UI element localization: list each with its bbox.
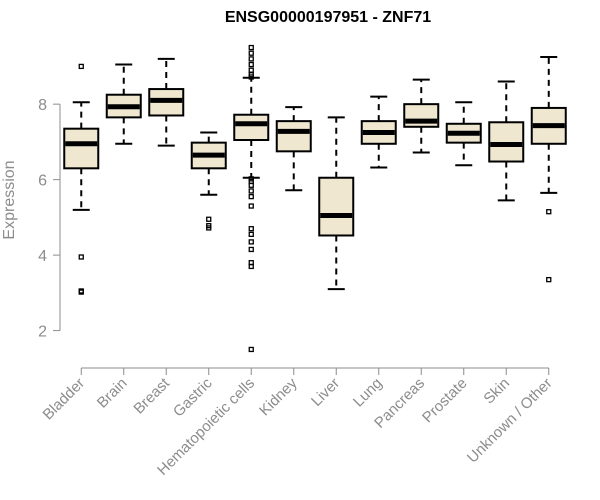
box-group (403, 78, 440, 154)
x-tick-label: Skin (480, 375, 513, 408)
box-group (530, 55, 567, 283)
outlier-point (248, 56, 254, 62)
outlier-point (248, 50, 254, 56)
outlier-point (546, 276, 552, 283)
outlier-point (248, 346, 254, 353)
x-tick-label: Bladder (39, 375, 88, 424)
box-group (488, 80, 525, 202)
y-tick-label: 2 (38, 324, 47, 341)
y-tick-label: 4 (38, 248, 47, 265)
outlier-point (78, 289, 84, 295)
box (318, 176, 355, 237)
box-group (318, 116, 355, 291)
outlier-point (78, 254, 84, 260)
box (488, 121, 525, 163)
outlier-point (248, 193, 254, 200)
outlier-point (248, 44, 254, 51)
outlier-point (248, 203, 254, 209)
outlier-point (248, 188, 254, 194)
y-tick-label: 6 (38, 173, 47, 190)
box-group (275, 106, 312, 192)
box (275, 120, 312, 153)
x-tick-label: Liver (308, 375, 343, 410)
axes: 2 4 6 8 (38, 97, 549, 369)
outlier-point (248, 67, 254, 73)
box-group (233, 44, 270, 353)
outlier-point (206, 216, 212, 222)
outlier-point (248, 226, 254, 232)
plot-area (63, 44, 567, 353)
outlier-point (248, 61, 254, 68)
outlier-point (206, 225, 212, 231)
box-group (360, 95, 397, 169)
box (233, 113, 270, 142)
chart-title: ENSG00000197951 - ZNF71 (225, 9, 431, 26)
outlier-point (248, 182, 254, 188)
box-group (105, 63, 142, 145)
x-tick-label: Lung (350, 375, 386, 411)
x-tick-label: Kidney (256, 374, 301, 419)
outlier-point (78, 63, 84, 70)
y-axis-label: Expression (1, 160, 18, 239)
outlier-point (248, 231, 254, 238)
x-tick-label: Brain (94, 375, 131, 412)
box-group (190, 131, 227, 231)
x-tick-label: Prostate (419, 375, 471, 427)
y-tick-label: 8 (38, 97, 47, 114)
box-group (445, 101, 482, 167)
x-tick-label: Breast (130, 374, 173, 417)
outlier-point (248, 239, 254, 245)
outlier-point (546, 209, 552, 215)
box-group (63, 63, 100, 295)
outlier-point (248, 263, 254, 270)
box (63, 127, 100, 170)
outlier-point (248, 246, 254, 253)
outlier-point (248, 74, 254, 80)
box-group (148, 57, 185, 147)
